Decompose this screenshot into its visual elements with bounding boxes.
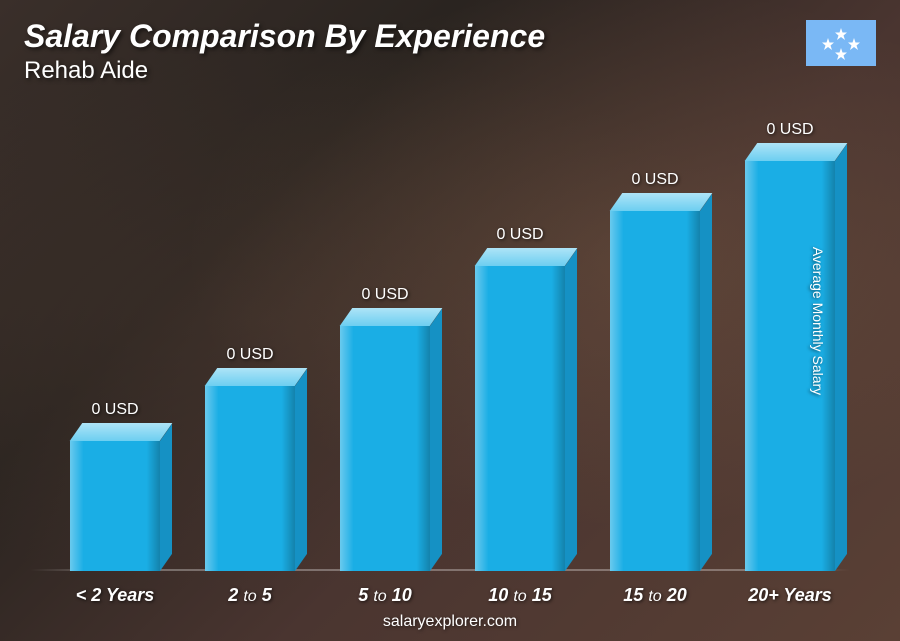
bar-x-label: 20+ Years [748,585,832,606]
bar-x-label: 15 to 20 [623,585,686,606]
bar-front-face [205,386,295,571]
chart-subtitle: Rehab Aide [24,57,545,85]
bar-top-face [70,423,173,441]
bar-side-face [430,309,442,571]
bar-top-face [205,368,308,386]
bar-3d [70,441,160,571]
bar-3d [340,326,430,571]
bar-front-face [340,326,430,571]
bar-side-face [160,424,172,571]
bar-x-label: < 2 Years [76,585,155,606]
bar-top-face [745,143,848,161]
bar-front-face [610,211,700,571]
bar-group: 0 USD 15 to 20 [600,211,710,571]
bar-group: 0 USD 20+ Years [735,161,845,571]
bar-x-label: 2 to 5 [228,585,271,606]
bar-x-label: 5 to 10 [358,585,411,606]
bar-group: 0 USD 5 to 10 [330,326,440,571]
chart-title: Salary Comparison By Experience [24,18,545,55]
bar-value-label: 0 USD [766,121,813,139]
bars-area: 0 USD < 2 Years 0 USD 2 to 5 0 USD 5 to … [40,100,840,571]
y-axis-label: Average Monthly Salary [810,246,826,394]
bar-value-label: 0 USD [226,346,273,364]
bar-value-label: 0 USD [496,226,543,244]
bar-3d [610,211,700,571]
bar-side-face [835,144,847,571]
chart-header: Salary Comparison By Experience Rehab Ai… [24,18,545,85]
bar-side-face [565,249,577,571]
bar-x-label: 10 to 15 [488,585,551,606]
bar-front-face [475,266,565,571]
bar-group: 0 USD 2 to 5 [195,386,305,571]
bar-top-face [610,193,713,211]
bar-top-face [340,308,443,326]
bar-3d [475,266,565,571]
bar-front-face [70,441,160,571]
bar-group: 0 USD < 2 Years [60,441,170,571]
footer-attribution: salaryexplorer.com [383,613,517,631]
bar-side-face [295,369,307,571]
bar-value-label: 0 USD [361,286,408,304]
bar-3d [205,386,295,571]
country-flag-icon [806,20,876,66]
bar-value-label: 0 USD [91,401,138,419]
bar-top-face [475,248,578,266]
bar-group: 0 USD 10 to 15 [465,266,575,571]
chart-container: Salary Comparison By Experience Rehab Ai… [0,0,900,641]
bar-side-face [700,194,712,571]
bar-value-label: 0 USD [631,171,678,189]
